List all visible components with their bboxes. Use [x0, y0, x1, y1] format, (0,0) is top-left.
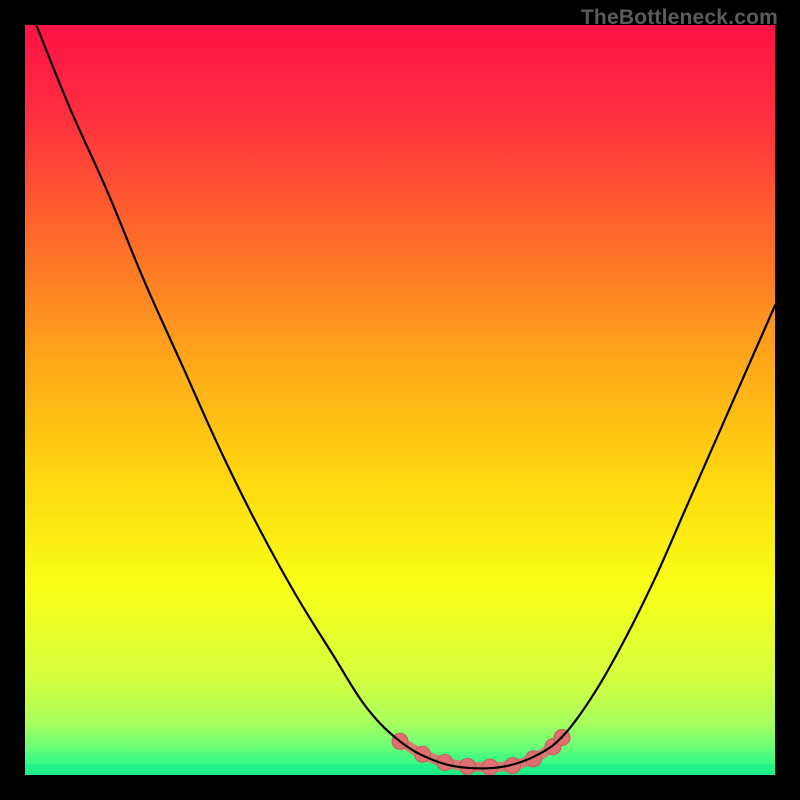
bottom-color-bands — [25, 756, 775, 771]
plot-area — [25, 25, 775, 783]
gradient-background — [25, 25, 775, 783]
chart-frame: TheBottleneck.com — [0, 0, 800, 800]
watermark-text: TheBottleneck.com — [581, 6, 778, 30]
bottleneck-curve-chart — [0, 0, 800, 800]
